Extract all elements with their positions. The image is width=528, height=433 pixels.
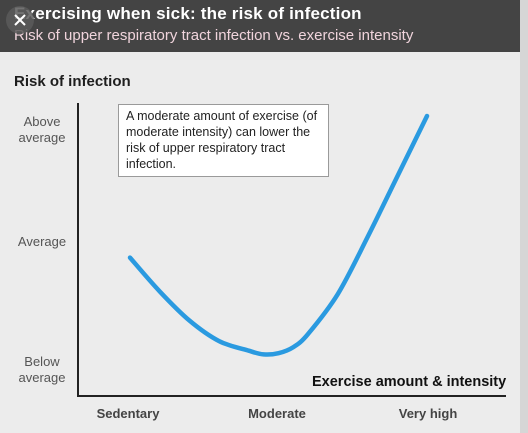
x-tick-label-sedentary: Sedentary	[96, 406, 160, 421]
y-tick-label-below-average: Below average	[18, 354, 66, 385]
close-icon	[13, 13, 27, 27]
page-subtitle: Risk of upper respiratory tract infectio…	[14, 27, 414, 44]
annotation-box: A moderate amount of exercise (of modera…	[118, 104, 329, 177]
close-button[interactable]	[6, 6, 34, 34]
risk-curve	[127, 113, 430, 357]
y-tick-label-above-average: Above average	[18, 114, 66, 145]
y-tick-label-average: Average	[17, 234, 67, 249]
page-title: Exercising when sick: the risk of infect…	[14, 4, 362, 23]
x-tick-label-moderate: Moderate	[248, 406, 306, 421]
header-bar: Exercising when sick: the risk of infect…	[0, 0, 528, 52]
x-axis-label: Exercise amount & intensity	[312, 374, 507, 390]
x-tick-label-very-high: Very high	[398, 406, 458, 421]
chart-title: Risk of infection	[14, 73, 131, 90]
scrollbar-strip	[520, 0, 528, 433]
